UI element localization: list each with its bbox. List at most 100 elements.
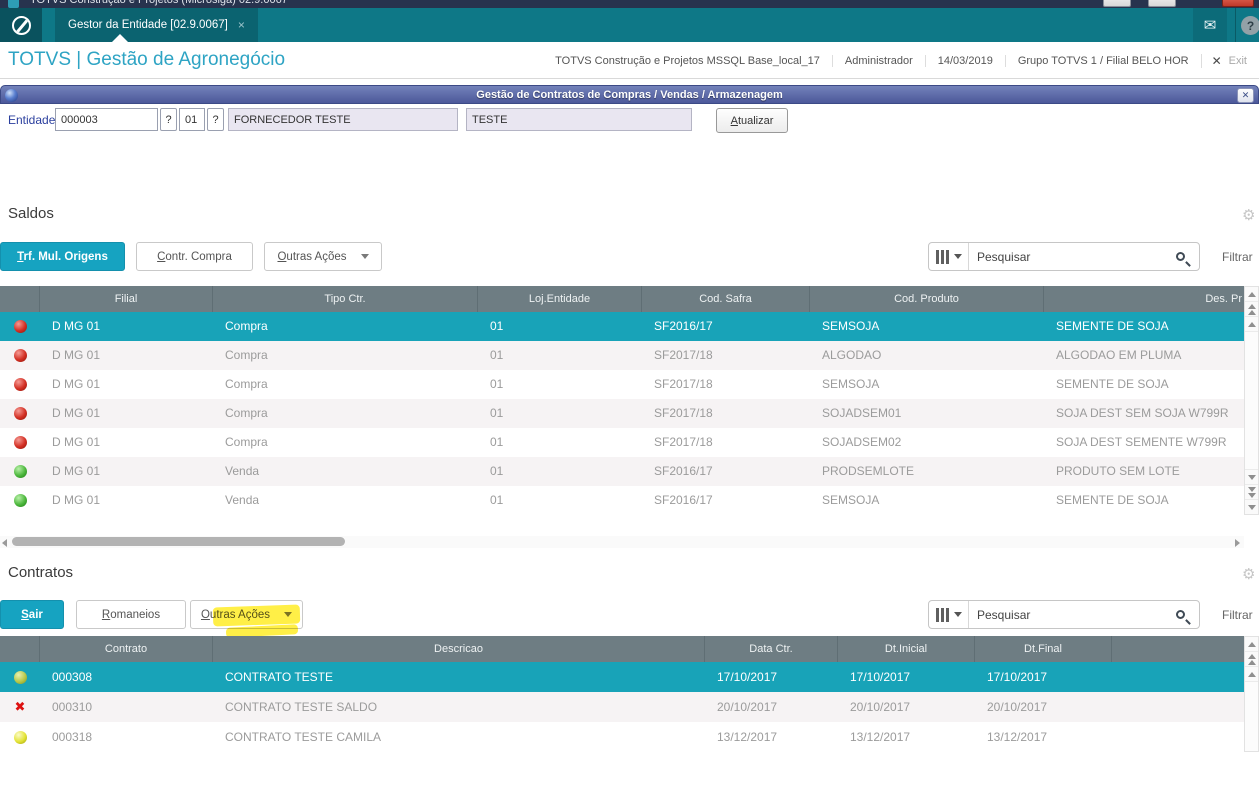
store-lookup-button[interactable]: ? (207, 108, 224, 131)
column-header-contrato[interactable]: Contrato (40, 636, 213, 662)
saldos-columns-button[interactable] (929, 243, 969, 270)
scroll-prev-button[interactable] (1245, 667, 1258, 682)
entity-lookup-button[interactable]: ? (160, 108, 177, 131)
scroll-last-button[interactable] (1245, 484, 1258, 499)
table-row[interactable]: D MG 01 Compra 01 SF2016/17 SEMSOJA SEME… (0, 312, 1244, 341)
column-header-tipo[interactable]: Tipo Ctr. (213, 286, 478, 312)
contratos-columns-button[interactable] (929, 601, 969, 628)
saldos-vscrollbar[interactable] (1244, 286, 1259, 515)
column-header-status[interactable] (0, 286, 40, 312)
cell-tipo: Compra (225, 319, 268, 333)
cell-filial: D MG 01 (52, 348, 101, 362)
saldos-filter-link[interactable]: Filtrar (1222, 250, 1253, 264)
totvs-logo-button[interactable] (0, 8, 42, 42)
branch-label: Grupo TOTVS 1 / Filial BELO HOR (1004, 54, 1201, 67)
dialog-close-button[interactable]: ✕ (1237, 88, 1254, 103)
saldos-hscrollbar[interactable] (0, 536, 1244, 548)
table-row[interactable]: 000310 CONTRATO TESTE SALDO 20/10/2017 2… (0, 692, 1244, 722)
saldos-grid-header: Filial Tipo Ctr. Loj.Entidade Cod. Safra… (0, 286, 1244, 312)
cell-contrato: 000310 (52, 700, 93, 714)
column-header-filial[interactable]: Filial (40, 286, 213, 312)
contratos-grid: Contrato Descricao Data Ctr. Dt.Inicial … (0, 636, 1244, 752)
maximize-button[interactable] (1148, 0, 1176, 7)
table-row[interactable]: D MG 01 Compra 01 SF2017/18 SEMSOJA SEME… (0, 370, 1244, 399)
help-icon[interactable]: ? (1241, 16, 1259, 35)
contratos-vscrollbar[interactable] (1244, 636, 1259, 752)
contratos-toolbar: Sair Romaneios Outras Ações Filtrar (0, 600, 1259, 629)
column-header-inicial[interactable]: Dt.Inicial (838, 636, 975, 662)
entity-code-field[interactable] (55, 108, 158, 131)
scroll-down-button[interactable] (1245, 499, 1258, 514)
minimize-button[interactable] (1103, 0, 1131, 7)
scroll-next-button[interactable] (1245, 469, 1258, 484)
tab-bar: Gestor da Entidade [02.9.0067] × ✉ ? (0, 8, 1259, 42)
cell-data: 13/12/2017 (717, 730, 778, 744)
tab-gestor-da-entidade[interactable]: Gestor da Entidade [02.9.0067] × (55, 8, 258, 42)
user-label: Administrador (831, 54, 925, 67)
close-window-button[interactable] (1222, 0, 1254, 7)
table-row[interactable]: D MG 01 Venda 01 SF2016/17 SEMSOJA SEMEN… (0, 486, 1244, 515)
store-code-field[interactable] (179, 108, 205, 131)
contratos-filter-link[interactable]: Filtrar (1222, 608, 1253, 622)
trf-mul-origens-button[interactable]: Trf. Mul. Origens (0, 242, 125, 271)
table-row[interactable]: D MG 01 Compra 01 SF2017/18 SOJADSEM01 S… (0, 399, 1244, 428)
contr-compra-button[interactable]: Contr. Compra (136, 242, 253, 271)
cell-loja: 01 (490, 348, 504, 362)
cell-desc: SOJA DEST SEM SOJA W799R (1056, 406, 1229, 420)
sair-button[interactable]: Sair (0, 600, 64, 629)
scroll-first-button[interactable] (1245, 652, 1258, 667)
column-header-status[interactable] (0, 636, 40, 662)
column-header-final[interactable]: Dt.Final (975, 636, 1112, 662)
romaneios-button[interactable]: Romaneios (76, 600, 186, 629)
saldos-gear-icon[interactable]: ⚙ (1242, 207, 1256, 224)
table-row[interactable]: D MG 01 Compra 01 SF2017/18 ALGODAO ALGO… (0, 341, 1244, 370)
contratos-gear-icon[interactable]: ⚙ (1242, 566, 1256, 583)
cell-produto: SOJADSEM02 (822, 435, 902, 449)
search-icon[interactable] (1176, 610, 1185, 619)
table-row[interactable]: D MG 01 Compra 01 SF2017/18 SOJADSEM02 S… (0, 428, 1244, 457)
table-row[interactable]: 000308 CONTRATO TESTE 17/10/2017 17/10/2… (0, 662, 1244, 692)
contratos-grid-header: Contrato Descricao Data Ctr. Dt.Inicial … (0, 636, 1244, 662)
refresh-button[interactable]: Atualizar (716, 108, 788, 133)
totvs-logo-icon (11, 15, 31, 35)
saldos-outras-acoes-button[interactable]: Outras Ações (264, 242, 382, 271)
search-icon[interactable] (1176, 252, 1185, 261)
chevron-down-icon (953, 254, 962, 259)
entity-name-field[interactable] (228, 108, 458, 131)
column-header-safra[interactable]: Cod. Safra (642, 286, 810, 312)
saldos-search-input[interactable] (969, 243, 1176, 270)
cell-loja: 01 (490, 435, 504, 449)
contratos-outras-acoes-button[interactable]: Outras Ações (190, 600, 303, 629)
scroll-up-button[interactable] (1245, 637, 1258, 652)
scroll-left-icon[interactable] (2, 539, 7, 547)
exit-button[interactable]: ✕ Exit (1200, 53, 1257, 68)
tabbar-divider (1235, 8, 1236, 42)
cell-tipo: Venda (225, 493, 260, 507)
column-header-loja[interactable]: Loj.Entidade (478, 286, 642, 312)
entity-shortname-field[interactable] (466, 108, 692, 131)
cell-tipo: Compra (225, 435, 268, 449)
cell-produto: PRODSEMLOTE (822, 464, 915, 478)
column-header-produto[interactable]: Cod. Produto (810, 286, 1044, 312)
mail-icon[interactable]: ✉ (1193, 8, 1227, 42)
cell-produto: SEMSOJA (822, 377, 880, 391)
scroll-first-button[interactable] (1245, 302, 1258, 317)
cell-descricao: CONTRATO TESTE (225, 670, 334, 684)
tab-close-icon[interactable]: × (237, 18, 245, 32)
hscroll-thumb[interactable] (12, 537, 345, 546)
columns-icon (935, 249, 949, 264)
table-row[interactable]: 000318 CONTRATO TESTE CAMILA 13/12/2017 … (0, 722, 1244, 752)
column-header-descricao[interactable]: Descricao (213, 636, 705, 662)
scroll-prev-button[interactable] (1245, 317, 1258, 332)
scroll-up-button[interactable] (1245, 287, 1258, 302)
cell-tipo: Compra (225, 377, 268, 391)
chevron-down-icon (284, 612, 293, 617)
scroll-right-icon[interactable] (1235, 539, 1240, 547)
status-icon (13, 494, 27, 507)
contratos-search-input[interactable] (969, 601, 1176, 628)
column-header-data[interactable]: Data Ctr. (705, 636, 838, 662)
table-row[interactable]: D MG 01 Venda 01 SF2016/17 PRODSEMLOTE P… (0, 457, 1244, 486)
column-header-extra[interactable] (1112, 636, 1244, 662)
status-icon (13, 320, 27, 333)
column-header-desc[interactable]: Des. Pr (1205, 293, 1242, 305)
